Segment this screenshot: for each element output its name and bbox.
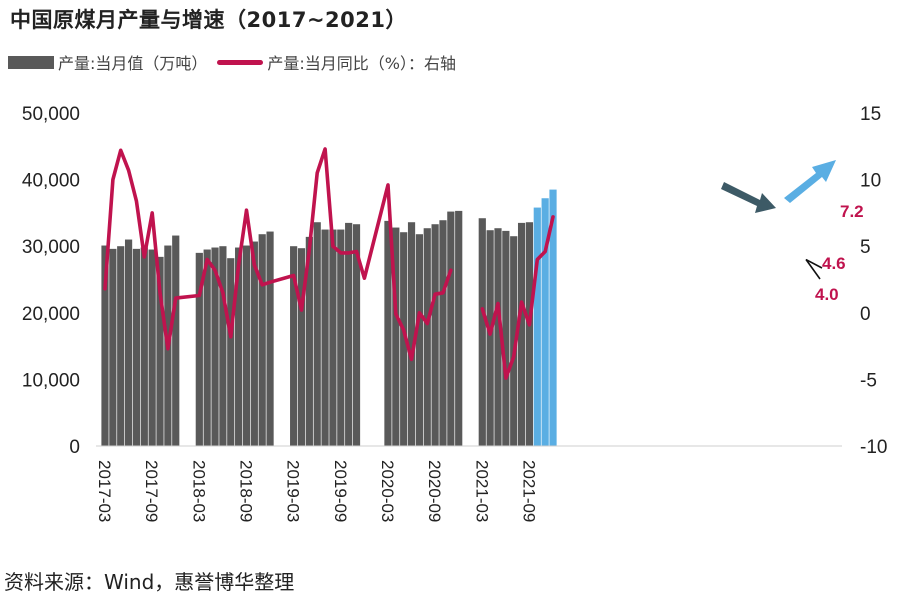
bar — [109, 248, 117, 446]
chart-legend: 产量:当月值（万吨） 产量:当月同比（%）：右轴 — [8, 50, 456, 74]
right-axis-ticks: -10 -5 0 5 10 15 — [860, 104, 887, 458]
x-tick-label: 2019-09 — [331, 460, 350, 522]
bar — [345, 222, 353, 446]
bar-highlight — [533, 207, 541, 446]
bar — [101, 245, 109, 446]
bar — [407, 222, 416, 446]
x-tick-label: 2017-03 — [95, 460, 114, 522]
bar — [423, 228, 431, 446]
bar — [455, 210, 463, 446]
bar — [156, 256, 164, 446]
bar — [148, 249, 156, 446]
bar — [517, 222, 526, 446]
x-tick-label: 2020-09 — [425, 460, 444, 522]
annotation-label: 7.2 — [840, 202, 864, 221]
bar — [235, 247, 243, 446]
bar — [203, 249, 211, 446]
bar — [290, 246, 298, 446]
annotation-label: 4.0 — [815, 285, 839, 304]
annotation-label: 4.6 — [822, 254, 846, 273]
bar — [258, 234, 266, 446]
bar — [400, 232, 408, 446]
bar-series — [96, 189, 842, 447]
right-tick-label: 5 — [860, 237, 871, 258]
bar — [337, 229, 345, 446]
bar — [219, 246, 227, 446]
right-tick-label: 15 — [860, 104, 881, 125]
bar — [313, 222, 321, 446]
bar — [227, 258, 235, 446]
left-tick-label: 10,000 — [22, 370, 80, 391]
bar — [132, 248, 141, 446]
bar — [439, 220, 447, 446]
bar — [250, 241, 258, 446]
right-tick-label: 0 — [860, 304, 871, 325]
legend-bar-swatch — [8, 55, 54, 69]
bar — [502, 230, 510, 446]
bar — [297, 248, 306, 446]
bar — [211, 247, 219, 446]
bar — [447, 211, 455, 446]
bar — [352, 224, 361, 446]
source-note: 资料来源：Wind，惠誉博华整理 — [4, 570, 295, 594]
bar — [266, 231, 274, 446]
bar — [172, 235, 180, 446]
leader-line — [805, 258, 823, 269]
bar — [478, 218, 486, 446]
legend-line-label: 产量:当月同比（%）：右轴 — [267, 54, 457, 73]
bar-highlight — [541, 198, 549, 446]
left-tick-label: 20,000 — [22, 304, 80, 325]
chart-canvas: 0 10,000 20,000 30,000 40,000 50,000 -10 -5 0 5 1… — [22, 104, 888, 522]
line-path — [103, 147, 555, 380]
arrow-down-icon — [721, 182, 776, 213]
bar — [321, 229, 329, 446]
legend-bar-label: 产量:当月值（万吨） — [58, 54, 208, 73]
line-series — [103, 147, 555, 380]
right-tick-label: -10 — [860, 437, 887, 458]
bar — [117, 246, 125, 446]
bar — [415, 234, 423, 446]
chart-title: 中国原煤月产量与增速（2017~2021） — [10, 8, 407, 32]
bar — [510, 236, 518, 446]
bar — [195, 252, 203, 446]
bar — [242, 245, 251, 446]
bar — [305, 236, 313, 446]
bar — [392, 227, 400, 446]
x-tick-label: 2020-03 — [378, 460, 397, 522]
bar — [124, 239, 133, 446]
x-tick-label: 2019-03 — [284, 460, 303, 522]
x-axis-ticks: 2017-03 2017-09 2018-03 2018-09 2019-03 2019-… — [95, 460, 538, 522]
bar-highlight — [549, 189, 557, 446]
x-tick-label: 2018-03 — [189, 460, 208, 522]
bar — [329, 229, 337, 446]
x-tick-label: 2021-09 — [519, 460, 538, 522]
left-tick-label: 0 — [69, 437, 80, 458]
left-tick-label: 40,000 — [22, 171, 80, 192]
left-axis-ticks: 0 10,000 20,000 30,000 40,000 50,000 — [22, 104, 80, 458]
bar — [525, 222, 534, 446]
right-tick-label: -5 — [860, 370, 877, 391]
x-tick-label: 2017-09 — [142, 460, 161, 522]
leader-line — [805, 259, 821, 280]
bar — [431, 224, 439, 446]
left-tick-label: 30,000 — [22, 237, 80, 258]
left-tick-label: 50,000 — [22, 104, 80, 125]
right-tick-label: 10 — [860, 171, 881, 192]
legend-line-swatch — [217, 59, 264, 65]
annotations: 7.2 4.6 4.0 — [721, 160, 864, 304]
x-tick-label: 2021-03 — [472, 460, 491, 522]
arrow-up-icon — [784, 160, 836, 203]
bar — [140, 247, 148, 446]
bar — [494, 228, 502, 446]
bar — [486, 230, 494, 446]
bar — [384, 220, 392, 446]
x-tick-label: 2018-09 — [236, 460, 255, 522]
